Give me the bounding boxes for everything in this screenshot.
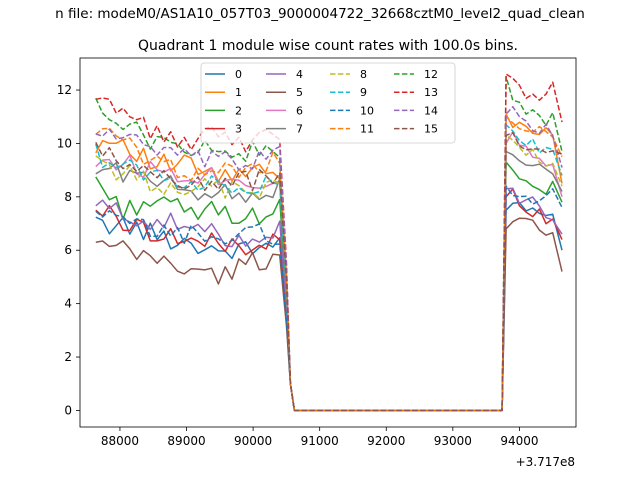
axes-frame — [79, 57, 577, 428]
y-tick-label: 4 — [64, 297, 72, 311]
legend-label-4: 4 — [296, 68, 303, 81]
y-tick-label: 10 — [57, 136, 72, 150]
legend-label-2: 2 — [235, 104, 242, 117]
x-tick-label: 92000 — [367, 434, 405, 448]
legend-label-11: 11 — [360, 123, 374, 136]
x-tick-label: 88000 — [101, 434, 139, 448]
series-line-9 — [95, 124, 563, 412]
legend-label-12: 12 — [424, 68, 438, 81]
legend-label-0: 0 — [235, 68, 242, 81]
legend-label-9: 9 — [360, 86, 367, 99]
y-tick-label: 12 — [57, 83, 72, 97]
legend-label-14: 14 — [424, 104, 438, 117]
series-line-12 — [95, 75, 563, 412]
x-tick-label: 90000 — [234, 434, 272, 448]
legend-label-13: 13 — [424, 86, 438, 99]
y-tick-label: 0 — [64, 403, 72, 417]
series-line-13 — [95, 73, 563, 412]
figure-suptitle: n file: modeM0/AS1A10_057T03_9000004722_… — [55, 6, 585, 22]
legend-label-1: 1 — [235, 86, 242, 99]
legend-label-15: 15 — [424, 123, 438, 136]
series-line-4 — [95, 187, 563, 412]
series-line-5 — [95, 217, 563, 412]
legend-label-7: 7 — [296, 123, 303, 136]
y-tick-label: 8 — [64, 190, 72, 204]
legend-label-5: 5 — [296, 86, 303, 99]
series-line-10 — [95, 185, 563, 412]
x-tick-label: 89000 — [167, 434, 205, 448]
chart-title: Quadrant 1 module wise count rates with … — [138, 38, 518, 54]
legend-label-3: 3 — [235, 123, 242, 136]
series-line-2 — [95, 161, 563, 412]
series-line-11 — [95, 115, 563, 412]
series-line-14 — [95, 105, 563, 412]
series-line-0 — [95, 201, 563, 412]
series-layer — [95, 73, 563, 412]
legend-label-6: 6 — [296, 104, 303, 117]
x-tick-label: 91000 — [301, 434, 339, 448]
y-tick-label: 2 — [64, 350, 72, 364]
series-line-7 — [95, 150, 563, 412]
x-axis-offset-text: +3.717e8 — [516, 455, 575, 469]
x-tick-label: 93000 — [434, 434, 472, 448]
x-tick-label: 94000 — [500, 434, 538, 448]
legend-frame — [200, 62, 456, 144]
y-tick-label: 6 — [64, 243, 72, 257]
x-axis: 88000 89000 90000 91000 92000 93000 94000 — [101, 427, 539, 448]
legend-label-10: 10 — [360, 104, 374, 117]
y-axis: 0 2 4 6 8 10 12 — [57, 83, 80, 417]
series-line-15 — [95, 131, 563, 412]
legend-label-8: 8 — [360, 68, 367, 81]
